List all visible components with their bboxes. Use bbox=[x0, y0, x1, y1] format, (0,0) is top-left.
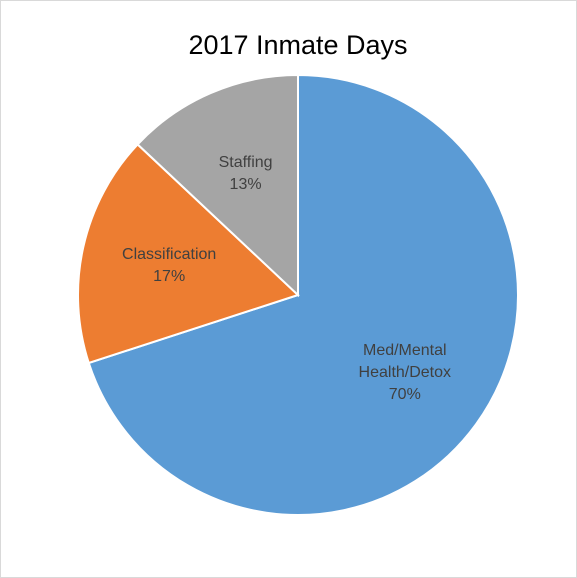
value-label: 17% bbox=[153, 268, 186, 286]
category-label: Classification bbox=[122, 246, 217, 264]
slice-label: Classification 17% bbox=[107, 244, 231, 288]
slice-label: Med/Mental Health/Detox 70% bbox=[343, 340, 467, 406]
category-label: Med/Mental Health/Detox bbox=[358, 341, 452, 381]
pie-slice bbox=[77, 142, 300, 365]
category-label: Staffing bbox=[218, 153, 273, 171]
value-label: 70% bbox=[388, 385, 421, 403]
chart-title: 2017 Inmate Days bbox=[188, 30, 407, 60]
value-label: 13% bbox=[229, 175, 262, 193]
pie-slice bbox=[87, 73, 519, 516]
pie-slice bbox=[136, 73, 299, 298]
slice-label: Staffing 13% bbox=[184, 152, 308, 196]
